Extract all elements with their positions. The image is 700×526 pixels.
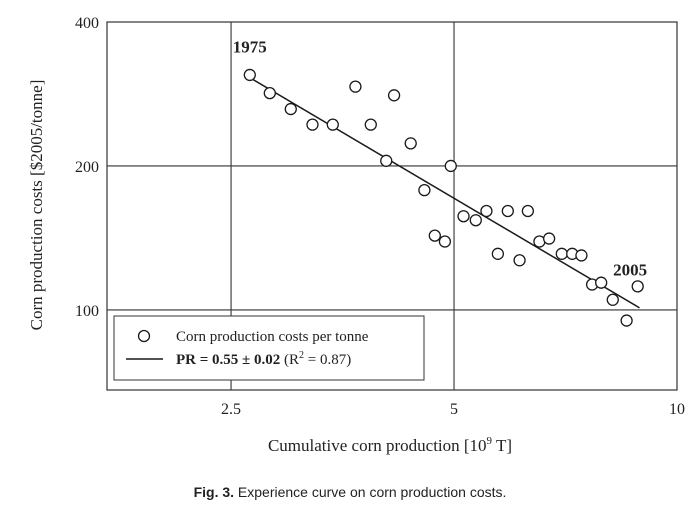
- data-point: [555, 247, 568, 260]
- y-axis-title: Corn production costs [$2005/tonne]: [27, 80, 46, 331]
- data-point: [631, 280, 644, 293]
- x-axis-title: Cumulative corn production [109 T]: [268, 435, 512, 455]
- data-point: [542, 232, 556, 245]
- legend-line-label: PR = 0.55 ± 0.02 (R2 = 0.87): [176, 350, 351, 368]
- data-point: [387, 89, 401, 102]
- data-point: [457, 210, 470, 223]
- x-tick-label: 2.5: [221, 401, 241, 418]
- legend-box: [113, 315, 425, 381]
- data-point: [418, 184, 431, 197]
- data-point: [438, 235, 452, 248]
- y-tick-label: 100: [75, 303, 99, 320]
- data-point: [469, 214, 482, 227]
- data-point: [575, 249, 588, 262]
- data-point: [243, 68, 256, 82]
- data-point: [380, 154, 393, 167]
- data-point: [513, 254, 526, 267]
- year-annotation: 2005: [613, 261, 647, 280]
- tick-labels: 2.5 5 10 100 200 400: [75, 15, 685, 418]
- data-point: [595, 276, 608, 289]
- data-point: [428, 229, 441, 242]
- plot-frame: [106, 21, 678, 391]
- data-point: [364, 118, 377, 131]
- legend: Corn production costs per tonne PR = 0.5…: [113, 315, 425, 381]
- annotations: 1975 2005: [233, 38, 647, 280]
- caption-text: Experience curve on corn production cost…: [234, 484, 507, 500]
- fit-line-group: [249, 76, 640, 309]
- caption-label: Fig. 3.: [193, 484, 235, 500]
- data-point: [326, 118, 339, 131]
- fit-line: [249, 76, 640, 309]
- data-point: [521, 204, 535, 218]
- year-annotation: 1975: [233, 38, 267, 57]
- data-point: [491, 247, 505, 260]
- data-point: [404, 137, 417, 150]
- data-point: [349, 80, 362, 93]
- legend-marker-icon: [137, 329, 151, 343]
- y-tick-label: 200: [75, 159, 99, 176]
- data-point: [620, 314, 633, 327]
- data-point: [306, 118, 319, 131]
- x-tick-label: 5: [450, 401, 458, 418]
- data-point: [501, 204, 514, 218]
- figure-caption: Fig. 3. Experience curve on corn product…: [0, 484, 700, 500]
- y-tick-label: 400: [75, 15, 99, 32]
- x-tick-label: 10: [669, 401, 685, 418]
- data-point: [606, 293, 619, 306]
- data-point: [263, 86, 276, 100]
- data-point: [444, 159, 457, 173]
- data-point: [480, 204, 493, 218]
- data-points: [243, 68, 644, 327]
- legend-marker-label: Corn production costs per tonne: [176, 329, 369, 345]
- data-point: [284, 102, 297, 116]
